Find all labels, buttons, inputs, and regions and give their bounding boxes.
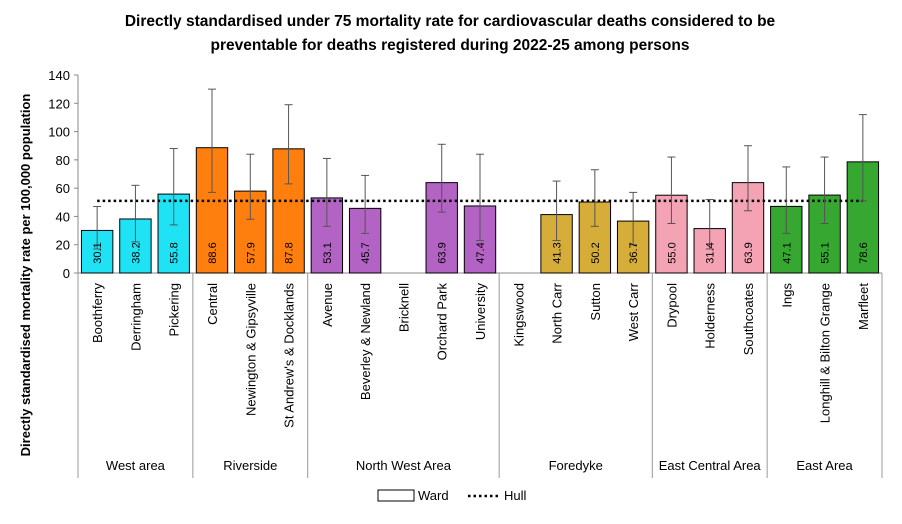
value-label: 36.7 (628, 242, 640, 263)
value-label: 63.9 (437, 242, 449, 263)
x-tick-label: Longhill & Bilton Grange (818, 283, 833, 423)
x-tick-label: Avenue (320, 283, 335, 327)
x-tick-label: Sutton (588, 283, 603, 321)
value-label: 88.6 (207, 242, 219, 263)
chart-title: preventable for deaths registered during… (211, 37, 690, 54)
value-label: 53.1 (322, 242, 334, 263)
y-tick-label: 0 (63, 266, 70, 281)
x-tick-label: West Carr (626, 282, 641, 341)
y-tick-label: 140 (48, 68, 70, 83)
value-label: 50.2 (590, 242, 602, 263)
group-label: Riverside (223, 458, 277, 473)
x-tick-label: Orchard Park (435, 283, 450, 361)
x-tick-label: St Andrew's & Docklands (282, 283, 297, 428)
x-tick-label: Bricknell (396, 283, 411, 332)
group-label: West area (106, 458, 166, 473)
x-tick-label: Ings (779, 283, 794, 308)
value-label: 63.9 (743, 242, 755, 263)
x-tick-label: Derringham (128, 283, 143, 351)
x-tick-label: Southcoates (741, 283, 756, 356)
y-tick-label: 60 (56, 181, 70, 196)
chart-title: Directly standardised under 75 mortality… (125, 13, 776, 30)
x-tick-label: Central (205, 283, 220, 325)
x-tick-label: Kingswood (511, 283, 526, 347)
legend-swatch (377, 489, 415, 502)
value-label: 41.3 (552, 242, 564, 263)
x-tick-label: Drypool (664, 283, 679, 328)
x-tick-label: Holderness (703, 283, 718, 349)
y-tick-label: 80 (56, 153, 70, 168)
value-label: 45.7 (360, 242, 372, 263)
value-label: 47.1 (781, 242, 793, 263)
group-label: East Area (796, 458, 853, 473)
value-label: 87.8 (284, 242, 296, 263)
value-label: 31.4 (705, 242, 717, 263)
value-label: 57.9 (245, 242, 257, 263)
y-tick-label: 20 (56, 238, 70, 253)
x-tick-label: Boothferry (90, 283, 105, 343)
legend-label: Ward (418, 488, 449, 503)
x-tick-label: Marfleet (856, 283, 871, 330)
value-label: 55.8 (169, 242, 181, 263)
group-label: East Central Area (659, 458, 762, 473)
value-label: 30.1 (92, 242, 104, 263)
x-tick-label: University (473, 283, 488, 341)
value-label: 47.4 (475, 242, 487, 263)
value-label: 55.1 (820, 242, 832, 263)
group-label: Foredyke (549, 458, 603, 473)
value-label: 38.2 (130, 242, 142, 263)
y-tick-label: 40 (56, 209, 70, 224)
value-label: 55.0 (666, 242, 678, 263)
legend-label: Hull (504, 488, 527, 503)
x-tick-label: Beverley & Newland (358, 283, 373, 400)
group-label: North West Area (356, 458, 452, 473)
value-label: 78.6 (858, 242, 870, 263)
x-tick-label: Pickering (167, 283, 182, 336)
y-tick-label: 120 (48, 96, 70, 111)
y-axis-label: Directly standardised mortality rate per… (18, 94, 33, 457)
y-tick-label: 100 (48, 125, 70, 140)
x-tick-label: Newington & Gipsyville (243, 283, 258, 416)
x-tick-label: North Carr (550, 282, 565, 343)
